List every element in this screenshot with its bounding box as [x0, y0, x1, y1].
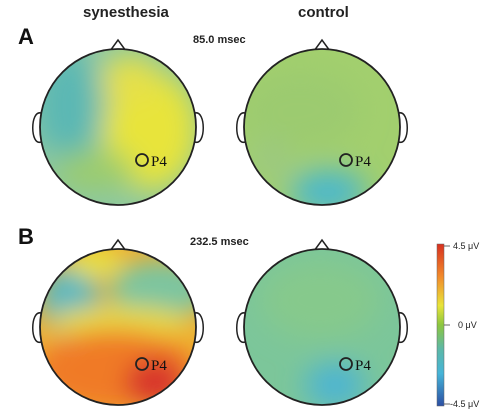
nose [109, 38, 127, 52]
left-ear [236, 112, 246, 143]
colorbar-gradient [436, 243, 445, 407]
panel-a-time: 85.0 msec [193, 34, 246, 46]
right-ear [398, 312, 408, 343]
colorbar-min-label: -4.5 μV [450, 399, 480, 409]
nose [109, 238, 127, 252]
head-outline [39, 248, 197, 406]
head-synesthesia-85ms: P4 [32, 38, 204, 206]
head-outline [39, 48, 197, 206]
electrode-p4-marker [339, 357, 353, 371]
electrode-p4-marker [135, 357, 149, 371]
head-control-232ms: P4 [236, 238, 408, 406]
colorbar-mid-label: 0 μV [458, 320, 477, 330]
head-outline [243, 48, 401, 206]
nose [313, 238, 331, 252]
column-title-control: control [298, 4, 349, 21]
panel-b-time: 232.5 msec [190, 236, 249, 248]
right-ear [398, 112, 408, 143]
electrode-p4-label: P4 [355, 358, 371, 374]
left-ear [32, 312, 42, 343]
panel-a-letter: A [18, 24, 34, 49]
electrode-p4-marker [135, 153, 149, 167]
colorbar-max-label: 4.5 μV [453, 241, 480, 251]
colorbar [436, 243, 450, 407]
right-ear [194, 312, 204, 343]
head-control-85ms: P4 [236, 38, 408, 206]
electrode-p4-label: P4 [355, 154, 371, 170]
left-ear [32, 112, 42, 143]
electrode-p4-marker [339, 153, 353, 167]
column-title-synesthesia: synesthesia [83, 4, 169, 21]
head-outline [243, 248, 401, 406]
panel-b-letter: B [18, 224, 34, 249]
right-ear [194, 112, 204, 143]
electrode-p4-label: P4 [151, 358, 167, 374]
head-synesthesia-232ms: P4 [32, 238, 204, 406]
electrode-p4-label: P4 [151, 154, 167, 170]
left-ear [236, 312, 246, 343]
nose [313, 38, 331, 52]
